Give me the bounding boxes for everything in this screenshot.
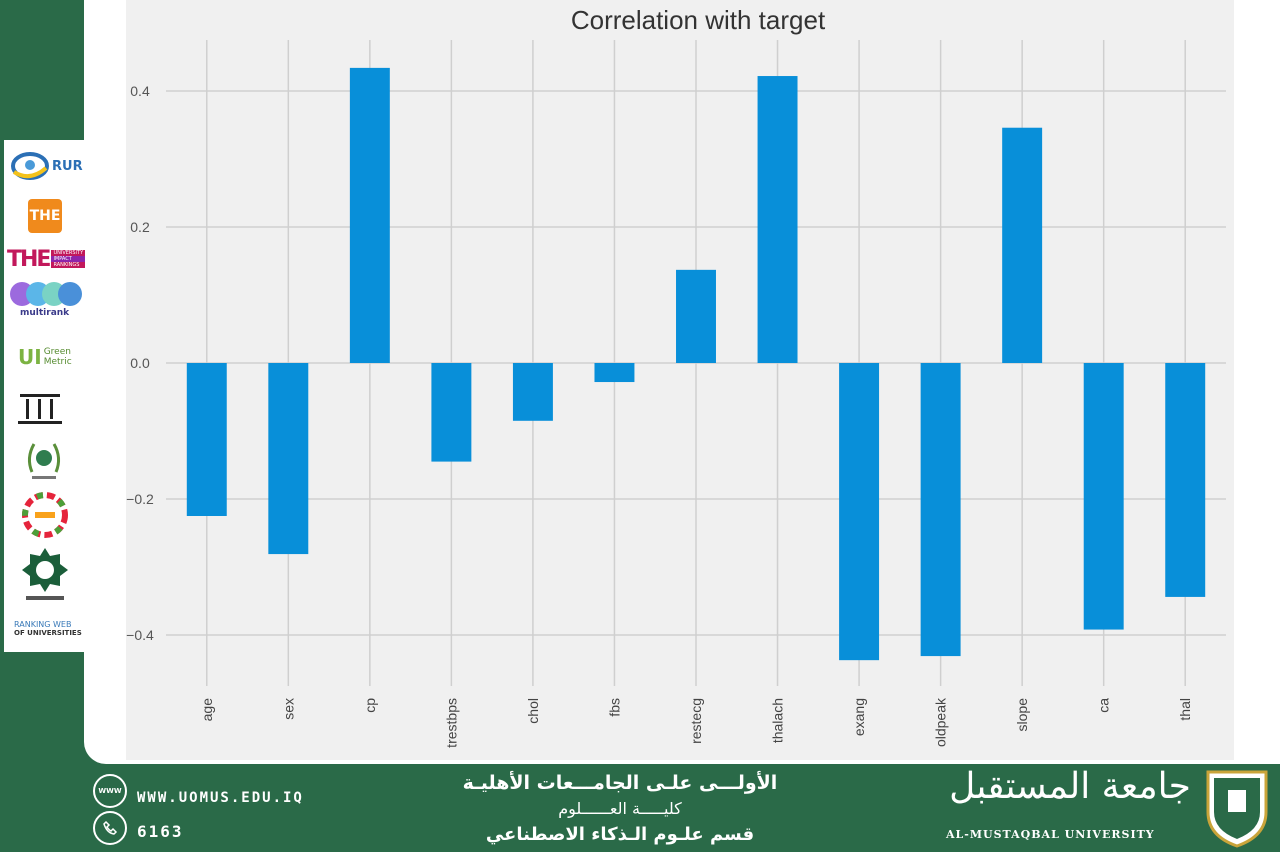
website-text[interactable]: WWW.UOMUS.EDU.IQ: [137, 790, 304, 806]
x-tick-label-ca: ca: [1096, 698, 1112, 713]
x-tick-label-thal: thal: [1177, 698, 1193, 721]
laurel-emblem-icon: [27, 443, 61, 479]
multirank-logo: multirank: [10, 280, 90, 322]
greenmetric-logo: UI Green Metric: [18, 334, 98, 380]
greenmetric-line2: Metric: [43, 357, 72, 367]
correlation-chart: Correlation with target −0.4 −0.2 0.0 0.2 0.…: [126, 0, 1234, 760]
webometrics-logo: RANKING WEB OF UNIVERSITIES: [14, 620, 94, 646]
bar-fbs: [594, 363, 635, 383]
y-tick-label: 0.2: [130, 219, 150, 235]
columns-icon: [18, 394, 62, 424]
rur-logo: RUR: [10, 146, 90, 186]
x-tick-label-sex: sex: [280, 698, 296, 720]
engineers-emblem-icon: [22, 548, 68, 600]
x-tick-label-cp: cp: [362, 698, 378, 713]
bar-exang: [839, 363, 880, 661]
arabic-department: قسم علـوم الـذكاء الاصطناعي: [485, 824, 755, 845]
the-logo: THE: [28, 198, 64, 234]
arab-universities-logo: [24, 438, 104, 482]
arab-engineers-logo: [20, 546, 100, 604]
bar-trestbps: [431, 363, 472, 462]
rur-globe-icon: [11, 152, 49, 180]
ranking-logos-panel: RUR THE THE UNIVERSITY IMPACT RANKINGS m…: [4, 140, 86, 652]
plot-background: [126, 0, 1234, 760]
x-tick-label-slope: slope: [1014, 698, 1030, 732]
x-tick-label-thalach: thalach: [770, 698, 786, 743]
y-tick-label: −0.4: [126, 627, 154, 643]
x-tick-label-chol: chol: [525, 698, 541, 724]
bar-thalach: [757, 76, 798, 363]
bar-oldpeak: [920, 363, 961, 657]
multirank-text: multirank: [20, 308, 70, 318]
x-tick-label-exang: exang: [851, 698, 867, 736]
bar-thal: [1165, 363, 1206, 597]
the-impact-text: THE: [7, 246, 51, 272]
the-impact-line1: UNIVERSITY: [51, 250, 86, 256]
x-tick-label-oldpeak: oldpeak: [933, 697, 949, 747]
bar-sex: [268, 363, 309, 555]
rur-text: RUR: [52, 158, 83, 174]
university-shield-icon: [1206, 770, 1268, 848]
phone-icon: [93, 811, 127, 845]
university-english-name: AL-MUSTAQBAL UNIVERSITY: [946, 828, 1155, 841]
greenmetric-ui-text: UI: [18, 345, 42, 369]
greenmetric-line1: Green: [43, 347, 71, 357]
the-impact-line3: RANKINGS: [51, 262, 86, 268]
arabic-tagline: الأولـــى علـى الجامـــعات الأهليـة: [462, 772, 778, 794]
bar-ca: [1083, 363, 1124, 630]
www-icon-text: WWW: [98, 787, 122, 795]
chart-title: Correlation with target: [571, 5, 826, 35]
x-tick-label-restecg: restecg: [688, 698, 704, 744]
webometrics-line2: OF UNIVERSITIES: [14, 629, 82, 637]
y-tick-label: 0.4: [130, 83, 150, 99]
arabic-college: كليـــــة العــــــلوم: [558, 799, 682, 818]
globe-icon: WWW: [93, 774, 127, 808]
university-crest: [1204, 768, 1270, 848]
the-impact-line2: IMPACT: [51, 256, 86, 262]
bar-cp: [349, 67, 390, 363]
bar-chol: [512, 363, 553, 421]
the-impact-logo: THE UNIVERSITY IMPACT RANKINGS: [7, 244, 87, 274]
y-tick-label: −0.2: [126, 491, 154, 507]
bar-age: [186, 363, 227, 516]
bar-slope: [1002, 127, 1043, 363]
footer-bar: WWW WWW.UOMUS.EDU.IQ 6163 الأولـــى علـى…: [0, 764, 1280, 852]
bar-restecg: [676, 269, 716, 363]
x-tick-label-fbs: fbs: [606, 698, 622, 717]
x-tick-label-age: age: [199, 698, 215, 722]
x-tick-label-trestbps: trestbps: [443, 698, 459, 748]
y-tick-label: 0.0: [130, 355, 150, 371]
sdg-logo: [22, 492, 102, 538]
multirank-circles-icon: [10, 282, 82, 306]
university-arabic-name: جامعة المستقبل: [949, 766, 1191, 807]
phone-text[interactable]: 6163: [137, 822, 184, 841]
sdg-wheel-icon: [22, 492, 68, 538]
the-text: THE: [29, 208, 61, 224]
institution-logo: [16, 390, 96, 426]
webometrics-line1: RANKING WEB: [14, 620, 72, 629]
